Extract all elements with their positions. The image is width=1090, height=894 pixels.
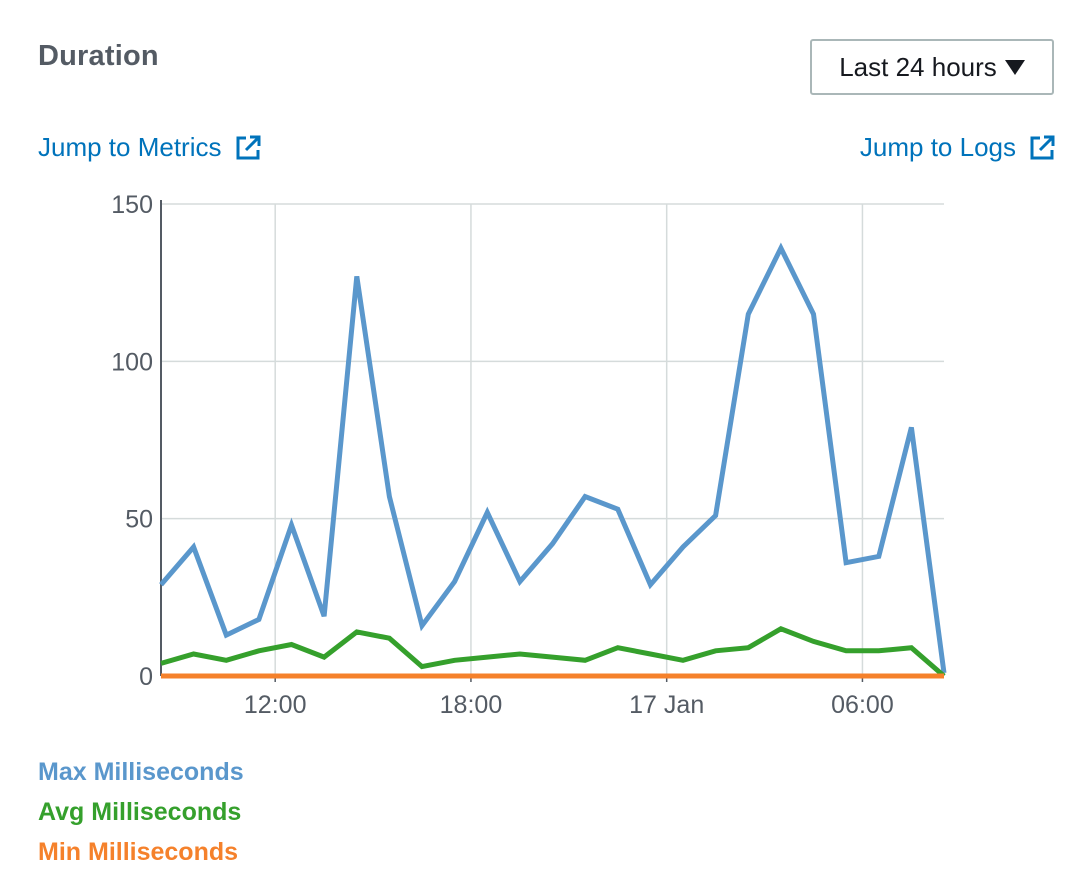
legend-item-avg[interactable]: Avg Milliseconds [38,798,242,826]
tick-labels: 0 50 100 150 12:00 18:00 17 Jan 06:00 [111,191,893,719]
series-line-max-milliseconds [159,242,947,674]
time-range-dropdown[interactable]: Last 24 hours [810,39,1054,95]
x-tick-label: 06:00 [831,691,894,719]
y-tick-label: 0 [139,663,153,691]
external-link-icon [236,135,260,159]
series-line-avg-milliseconds [160,626,946,678]
y-tick-label: 150 [111,191,153,219]
duration-line-chart: 0 50 100 150 12:00 18:00 17 Jan 06:00 [111,191,947,719]
widget-title: Duration [38,40,159,72]
external-link-icon [1030,135,1055,159]
caret-down-icon [1004,59,1025,75]
time-range-label: Last 24 hours [839,51,997,82]
grid [161,203,944,676]
jump-to-logs-label: Jump to Logs [859,132,1016,162]
legend-item-min[interactable]: Min Milliseconds [38,838,239,866]
y-tick-label: 50 [125,506,153,534]
x-tick-label: 12:00 [244,691,307,719]
legend: Max Milliseconds Avg Milliseconds Min Mi… [38,752,244,872]
x-tick-label: 18:00 [440,691,503,719]
jump-to-metrics-link[interactable]: Jump to Metrics [38,132,262,163]
axes [160,200,864,682]
y-tick-label: 100 [111,348,153,376]
jump-to-logs-link[interactable]: Jump to Logs [860,132,1056,163]
series-lines [159,242,947,679]
legend-item-max[interactable]: Max Milliseconds [38,758,244,786]
x-tick-label: 17 Jan [629,691,704,719]
jump-to-metrics-label: Jump to Metrics [38,132,222,162]
